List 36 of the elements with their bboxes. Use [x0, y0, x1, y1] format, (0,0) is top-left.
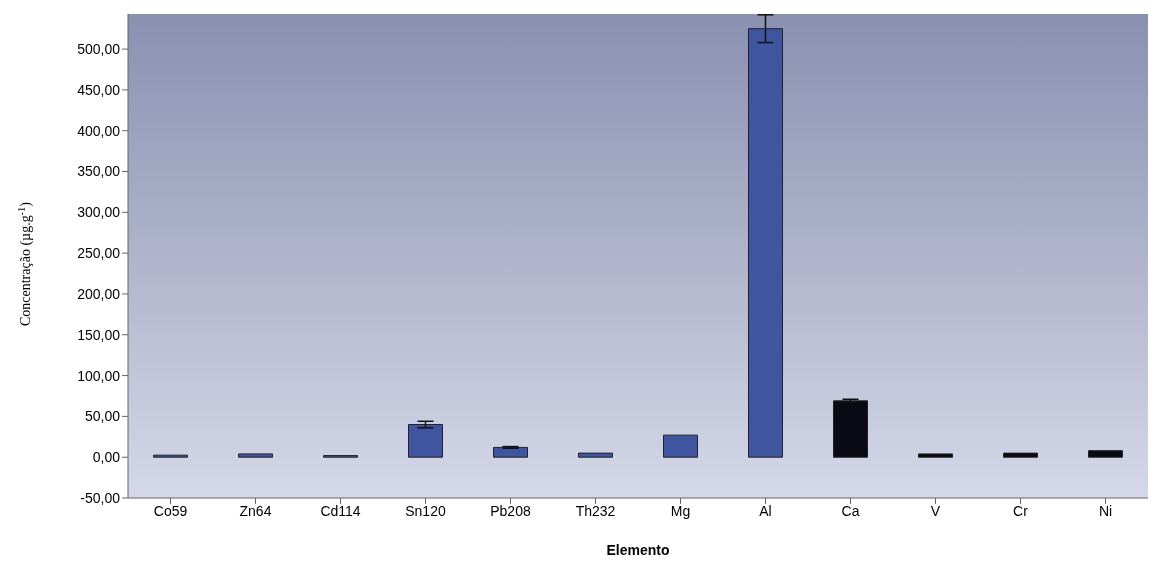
y-tick-label: 350,00: [77, 163, 121, 180]
y-tick-label: 250,00: [77, 245, 121, 262]
bar: [153, 454, 188, 458]
bar: [1088, 450, 1123, 458]
y-tick-label: 450,00: [77, 81, 121, 98]
bar: [238, 453, 273, 458]
bar: [663, 434, 698, 458]
bar: [1003, 452, 1038, 458]
x-tick-label: Zn64: [239, 502, 272, 519]
bar: [578, 452, 613, 458]
x-tick-label: Cd114: [320, 502, 361, 519]
bar: [833, 400, 868, 458]
x-tick-label: Cr: [1013, 502, 1029, 519]
y-tick-label: 500,00: [77, 41, 121, 58]
y-tick-label: 0,00: [92, 449, 121, 466]
bar: [748, 28, 783, 458]
bar: [493, 446, 528, 458]
bar: [408, 424, 443, 458]
y-tick-label: -50,00: [80, 489, 121, 506]
y-tick-label: 200,00: [77, 285, 121, 302]
x-tick-label: Pb208: [490, 502, 531, 519]
x-tick-label: Ni: [1098, 502, 1113, 519]
x-tick-label: Co59: [153, 502, 188, 519]
y-tick-label: 300,00: [77, 204, 121, 221]
y-tick-label: 400,00: [77, 122, 121, 139]
x-tick-label: Mg: [670, 502, 691, 519]
x-axis-title: Elemento: [605, 542, 671, 558]
y-tick-label: 150,00: [77, 326, 121, 343]
x-tick-label: Ca: [841, 502, 860, 519]
x-tick-label: Th232: [575, 502, 616, 519]
x-tick-label: Sn120: [405, 502, 446, 519]
x-tick-label: V: [930, 502, 941, 519]
x-tick-label: Al: [759, 502, 772, 519]
y-tick-label: 50,00: [84, 408, 121, 425]
y-tick-label: 100,00: [77, 367, 121, 384]
bar: [918, 453, 953, 458]
